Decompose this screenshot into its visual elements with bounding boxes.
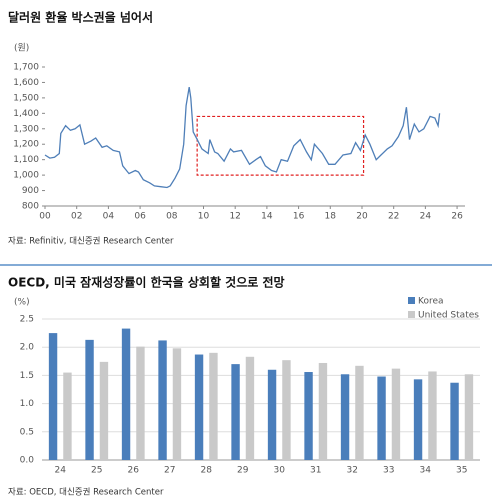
x-tick-label: 06 bbox=[134, 212, 146, 222]
bar bbox=[136, 346, 145, 460]
y-unit: (%) bbox=[14, 298, 30, 308]
x-tick-label: 14 bbox=[261, 212, 273, 222]
x-tick-label: 30 bbox=[274, 466, 286, 476]
y-tick-label: 800 bbox=[22, 202, 39, 212]
x-tick-label: 28 bbox=[201, 466, 213, 476]
y-tick-label: 1,500 bbox=[13, 93, 39, 103]
chart-title: OECD, 미국 잠재성장률이 한국을 상회할 것으로 전망 bbox=[8, 275, 285, 290]
legend-label: United States bbox=[418, 311, 479, 321]
highlight-box bbox=[196, 115, 365, 176]
y-tick-label: 1.5 bbox=[20, 371, 34, 381]
legend-label: Korea bbox=[418, 297, 444, 307]
source: 자료: OECD, 대신증권 Research Center bbox=[8, 487, 164, 498]
bar bbox=[158, 340, 167, 460]
y-tick-label: 1,400 bbox=[13, 109, 39, 119]
bar bbox=[172, 348, 182, 460]
x-tick-label: 00 bbox=[39, 212, 51, 222]
bar bbox=[355, 365, 364, 460]
bar bbox=[391, 368, 401, 460]
y-tick-label: 1,200 bbox=[13, 140, 39, 150]
bar bbox=[428, 371, 437, 460]
x-tick-label: 27 bbox=[164, 466, 175, 476]
x-tick-label: 34 bbox=[420, 466, 432, 476]
line-series bbox=[44, 86, 441, 189]
bar bbox=[85, 339, 94, 460]
x-tick-label: 20 bbox=[356, 212, 368, 222]
y-tick-label: 1,300 bbox=[13, 124, 39, 134]
x-tick-label: 25 bbox=[91, 466, 102, 476]
y-tick-label: 900 bbox=[22, 186, 39, 196]
x-tick-label: 29 bbox=[237, 466, 249, 476]
legend-swatch bbox=[408, 297, 415, 304]
y-tick-label: 1,700 bbox=[13, 63, 39, 73]
x-tick-label: 33 bbox=[383, 466, 394, 476]
bar bbox=[318, 362, 328, 460]
bar bbox=[267, 369, 277, 460]
x-tick-label: 02 bbox=[71, 212, 82, 222]
bar bbox=[121, 328, 131, 460]
x-tick-label: 26 bbox=[128, 466, 140, 476]
y-tick-label: 1,000 bbox=[13, 171, 39, 181]
x-tick-label: 08 bbox=[166, 212, 178, 222]
y-tick-label: 2.0 bbox=[20, 343, 35, 353]
bar bbox=[63, 372, 72, 460]
y-tick-label: 0.0 bbox=[20, 456, 35, 466]
bar bbox=[464, 374, 474, 460]
x-tick-label: 26 bbox=[451, 212, 463, 222]
x-tick-label: 35 bbox=[456, 466, 467, 476]
x-tick-label: 24 bbox=[55, 466, 67, 476]
bar bbox=[304, 372, 313, 460]
y-tick-label: 1,600 bbox=[13, 78, 39, 88]
legend-swatch bbox=[408, 311, 415, 318]
x-tick-label: 04 bbox=[103, 212, 115, 222]
bar bbox=[99, 361, 109, 460]
bar bbox=[245, 356, 255, 460]
bar bbox=[48, 333, 58, 460]
bar bbox=[231, 364, 240, 460]
x-tick-label: 31 bbox=[310, 466, 321, 476]
bar bbox=[450, 382, 459, 460]
x-tick-label: 22 bbox=[388, 212, 399, 222]
y-tick-label: 1.0 bbox=[20, 399, 35, 409]
x-tick-label: 32 bbox=[347, 466, 358, 476]
source: 자료: Refinitiv, 대신증권 Research Center bbox=[8, 236, 174, 247]
x-tick-label: 12 bbox=[229, 212, 240, 222]
bar bbox=[340, 374, 350, 460]
y-tick-label: 2.5 bbox=[20, 315, 34, 325]
y-tick-label: 1,100 bbox=[13, 155, 39, 165]
y-unit: (원) bbox=[14, 43, 29, 54]
x-tick-label: 24 bbox=[420, 212, 432, 222]
bar bbox=[194, 354, 204, 460]
y-tick-label: 0.5 bbox=[20, 427, 34, 437]
bar bbox=[282, 360, 291, 460]
bar bbox=[377, 376, 386, 460]
chart-title: 달러원 환율 박스권을 넘어서 bbox=[8, 10, 153, 25]
x-tick-label: 10 bbox=[198, 212, 210, 222]
bar bbox=[209, 352, 218, 460]
bar bbox=[413, 379, 423, 460]
x-tick-label: 16 bbox=[293, 212, 305, 222]
x-tick-label: 18 bbox=[325, 212, 337, 222]
